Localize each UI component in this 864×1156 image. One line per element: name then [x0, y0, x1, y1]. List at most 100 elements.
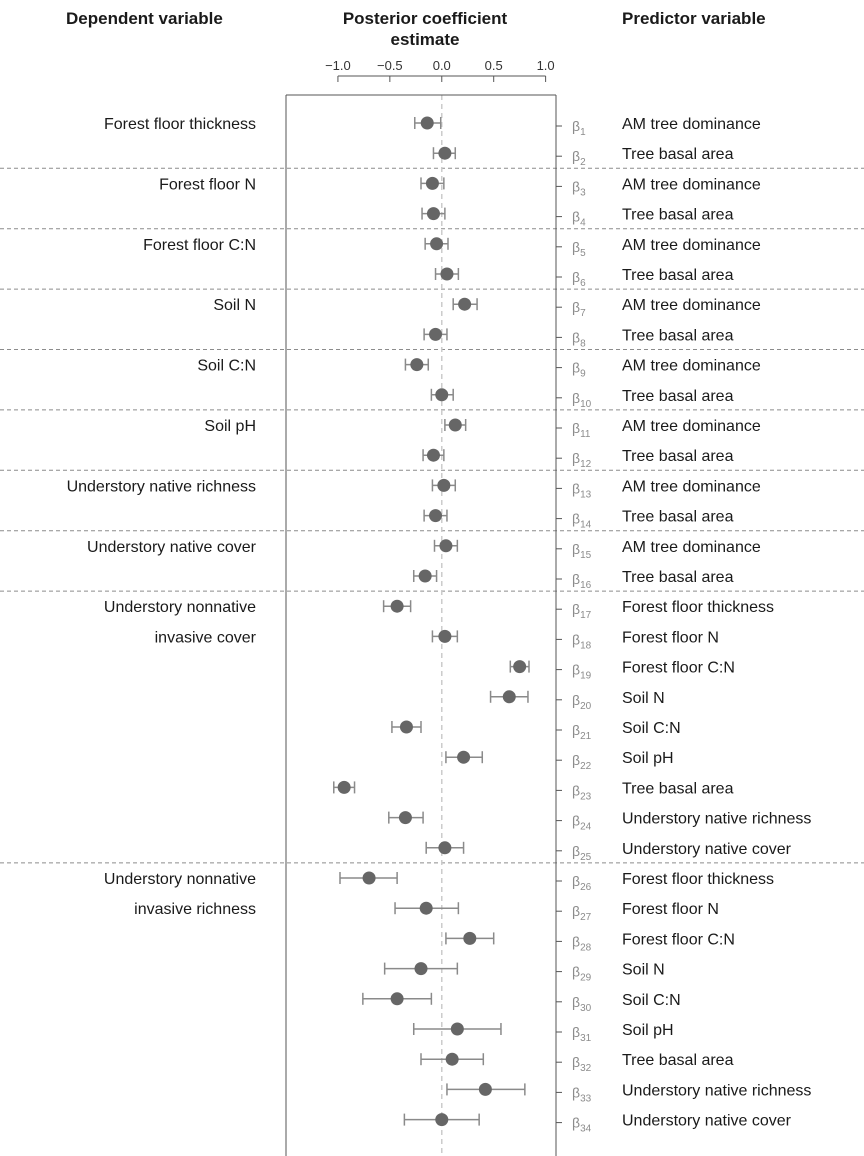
dependent-variable-header: Dependent variable — [66, 9, 223, 28]
predictor-variable-label: Tree basal area — [622, 388, 734, 405]
predictor-variable-label: Forest floor thickness — [622, 871, 774, 888]
posterior-mean-point — [435, 388, 449, 402]
beta-label: β34 — [572, 1115, 592, 1135]
predictor-variable-label: Soil pH — [622, 1022, 674, 1039]
predictor-variable-label: Understory native cover — [622, 1113, 792, 1130]
beta-label: β16 — [572, 571, 592, 591]
predictor-variable-label: Tree basal area — [622, 146, 734, 163]
posterior-estimate-header-line2: estimate — [390, 30, 460, 49]
posterior-mean-point — [414, 962, 428, 976]
predictor-variable-label: Understory native cover — [622, 841, 792, 858]
dependent-variable-label: Forest floor thickness — [104, 116, 256, 133]
beta-label: β8 — [572, 329, 586, 349]
beta-label: β3 — [572, 178, 586, 198]
predictor-variable-label: Tree basal area — [622, 569, 734, 586]
dependent-variable-label: Understory nonnative — [104, 599, 256, 616]
beta-label: β2 — [572, 148, 586, 168]
beta-label: β11 — [572, 420, 591, 440]
posterior-mean-point — [419, 901, 433, 915]
dependent-variable-label: invasive cover — [155, 629, 257, 646]
beta-label: β31 — [572, 1024, 592, 1044]
posterior-mean-point — [398, 811, 412, 825]
beta-label: β20 — [572, 692, 592, 712]
predictor-variable-label: AM tree dominance — [622, 539, 761, 556]
beta-label: β13 — [572, 480, 592, 500]
posterior-mean-point — [390, 599, 404, 613]
beta-label: β5 — [572, 239, 586, 259]
beta-label: β4 — [572, 209, 586, 229]
predictor-variable-label: Soil C:N — [622, 720, 681, 737]
beta-label: β23 — [572, 782, 592, 802]
axes: −1.0 −0.5 0.0 0.5 1.0 — [285, 58, 562, 1156]
beta-label: β29 — [572, 964, 592, 984]
beta-label: β24 — [572, 813, 592, 833]
x-tick-label: 0.0 — [433, 58, 451, 73]
predictor-variable-label: Tree basal area — [622, 267, 734, 284]
beta-label: β28 — [572, 933, 592, 953]
posterior-mean-point — [448, 418, 462, 432]
predictor-variable-label: Forest floor thickness — [622, 599, 774, 616]
beta-label: β27 — [572, 903, 592, 923]
beta-label: β21 — [572, 722, 592, 742]
beta-label: β30 — [572, 994, 592, 1014]
posterior-mean-point — [458, 297, 472, 311]
predictor-variable-label: AM tree dominance — [622, 478, 761, 495]
posterior-mean-point — [457, 750, 471, 764]
beta-label: β25 — [572, 843, 592, 863]
posterior-mean-point — [437, 478, 451, 492]
predictor-variable-label: Soil N — [622, 962, 665, 979]
dependent-variable-label: Soil pH — [204, 418, 256, 435]
posterior-estimate-header: Posterior coefficient estimate — [300, 8, 550, 50]
predictor-variable-label: AM tree dominance — [622, 297, 761, 314]
predictor-variable-label: Forest floor C:N — [622, 931, 735, 948]
beta-label: β12 — [572, 450, 592, 470]
posterior-mean-point — [463, 931, 477, 945]
predictor-variable-label: Forest floor N — [622, 901, 719, 918]
posterior-mean-point — [410, 358, 424, 372]
row-labels: Forest floor thickness β1 AM tree dominanc… — [67, 116, 812, 1135]
predictor-variable-label: Soil pH — [622, 750, 674, 767]
posterior-mean-point — [426, 448, 440, 462]
posterior-mean-point — [450, 1022, 464, 1036]
beta-label: β33 — [572, 1084, 592, 1104]
beta-label: β18 — [572, 631, 592, 651]
predictor-variable-label: Forest floor C:N — [622, 660, 735, 677]
posterior-mean-point — [420, 116, 434, 130]
beta-label: β15 — [572, 541, 592, 561]
beta-label: β6 — [572, 269, 586, 289]
beta-label: β17 — [572, 601, 592, 621]
beta-label: β14 — [572, 511, 592, 531]
predictor-variable-label: Tree basal area — [622, 1052, 734, 1069]
predictor-variable-label: Tree basal area — [622, 327, 734, 344]
beta-label: β9 — [572, 360, 586, 380]
posterior-mean-point — [390, 992, 404, 1006]
dependent-variable-label: invasive richness — [134, 901, 256, 918]
group-separators — [0, 167, 864, 864]
beta-label: β32 — [572, 1054, 592, 1074]
predictor-variable-label: Understory native richness — [622, 1082, 811, 1099]
beta-label: β7 — [572, 299, 586, 319]
predictor-variable-label: AM tree dominance — [622, 418, 761, 435]
posterior-mean-point — [429, 509, 443, 523]
posterior-mean-point — [418, 569, 432, 583]
x-tick-label: −1.0 — [325, 58, 351, 73]
credible-intervals — [333, 117, 530, 1126]
x-tick-label: −0.5 — [377, 58, 403, 73]
posterior-mean-point — [435, 1113, 449, 1127]
dependent-variable-label: Soil N — [213, 297, 256, 314]
posterior-mean-point — [478, 1082, 492, 1096]
posterior-mean-point — [502, 690, 516, 704]
posterior-mean-point — [429, 327, 443, 341]
predictor-variable-label: Tree basal area — [622, 780, 734, 797]
predictor-variable-header: Predictor variable — [622, 9, 766, 28]
dependent-variable-label: Understory native cover — [87, 539, 257, 556]
beta-label: β26 — [572, 873, 592, 893]
posterior-mean-point — [438, 629, 452, 643]
posterior-mean-point — [399, 720, 413, 734]
beta-label: β10 — [572, 390, 592, 410]
dependent-variable-label: Forest floor C:N — [143, 237, 256, 254]
dependent-variable-label: Understory nonnative — [104, 871, 256, 888]
posterior-mean-point — [440, 267, 454, 281]
predictor-variable-label: Forest floor N — [622, 629, 719, 646]
